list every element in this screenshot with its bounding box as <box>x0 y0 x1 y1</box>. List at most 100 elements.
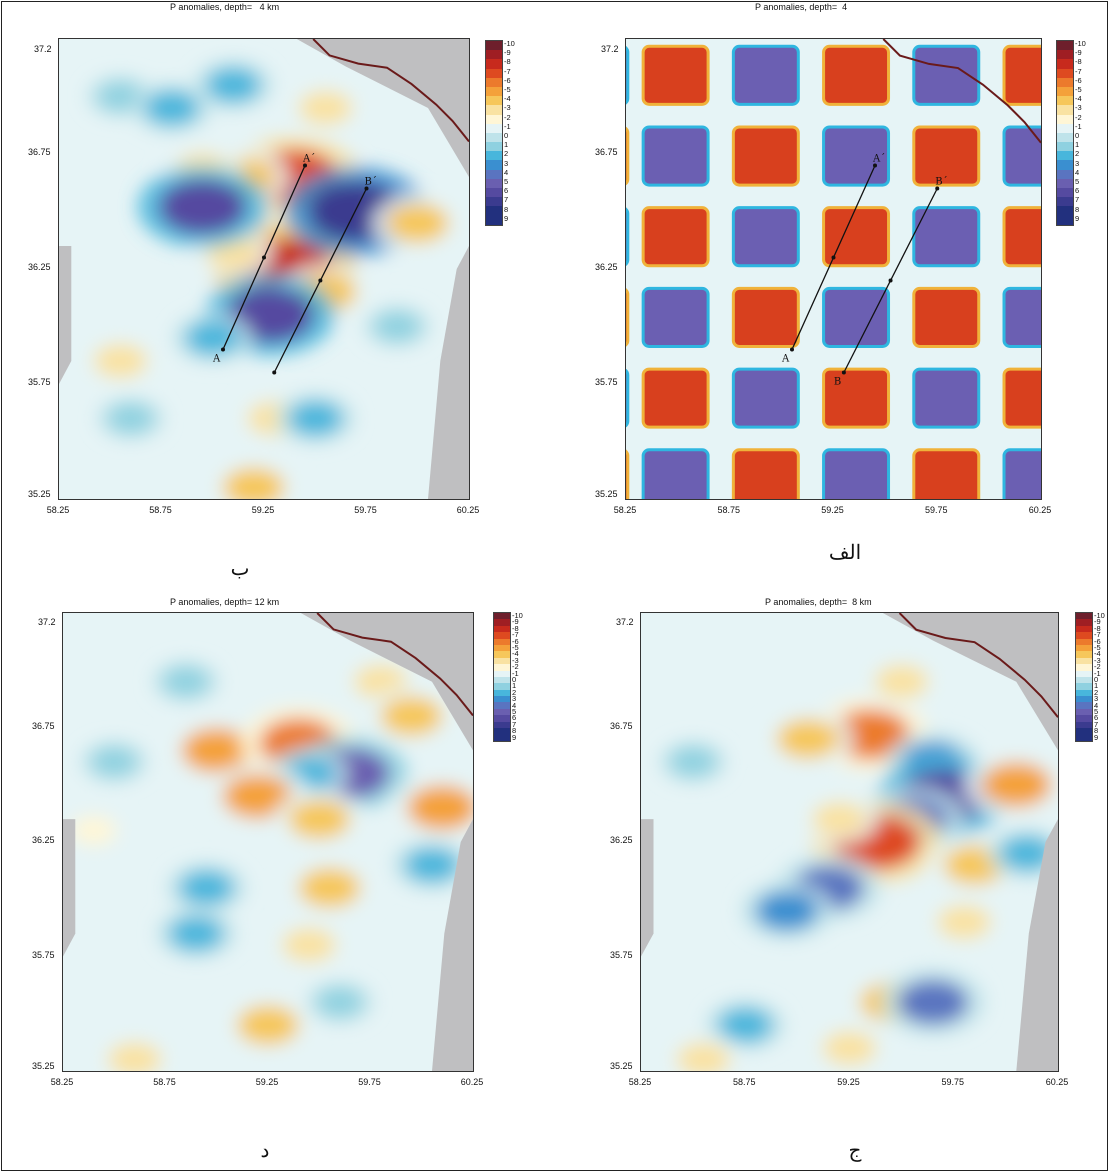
colorbar-tick-label: -7 <box>504 66 511 76</box>
colorbar-segment <box>1076 632 1092 639</box>
colorbar-tick-label: -9 <box>512 617 519 627</box>
colorbar-tick-label: 8 <box>504 204 509 214</box>
profile-point <box>364 186 369 191</box>
colorbar-tick-label: -6 <box>1094 636 1101 646</box>
colorbar-segment <box>486 132 502 143</box>
colorbar-tick-label: 0 <box>504 131 509 140</box>
chart-title: P anomalies, depth= 4 <box>755 2 848 12</box>
colorbar-tick-label: -2 <box>1094 662 1101 672</box>
profile-end-label: A´ <box>872 154 885 165</box>
anomaly-map <box>641 613 1058 1071</box>
anomaly-core <box>169 916 223 951</box>
x-tick-label: 58.75 <box>732 1077 756 1087</box>
anomaly-block-edge <box>626 207 630 266</box>
x-tick-label: 58.75 <box>717 505 741 515</box>
colorbar-segment <box>1057 160 1073 170</box>
colorbar-tick-label: 1 <box>504 140 509 150</box>
colorbar-tick-label: -4 <box>1094 649 1101 659</box>
colorbar-tick-label: 3 <box>504 158 509 168</box>
anomaly-core <box>756 891 818 931</box>
anomaly-block-negative <box>822 44 891 106</box>
panel-caption: الف <box>828 540 862 564</box>
y-tick-label: 36.25 <box>610 835 633 845</box>
colorbar-tick-label: 6 <box>1094 713 1099 723</box>
land-mask <box>296 39 469 177</box>
x-tick-label: 59.25 <box>255 1077 279 1087</box>
colorbar-segment <box>1076 676 1092 684</box>
colorbar <box>1056 40 1074 226</box>
colorbar-tick-label: 2 <box>512 687 517 697</box>
x-tick-label: 58.75 <box>153 1077 176 1087</box>
colorbar-segment <box>1076 683 1092 690</box>
x-tick-label: 59.75 <box>924 505 948 515</box>
land-mask <box>59 246 72 384</box>
colorbar-segment <box>494 721 510 729</box>
y-tick-label: 36.25 <box>595 262 618 272</box>
anomaly-block-positive <box>731 44 800 106</box>
anomaly-core <box>93 344 148 378</box>
anomaly-block-positive <box>912 206 981 268</box>
colorbar-tick-label: 4 <box>1075 167 1080 177</box>
colorbar-segment <box>486 178 502 188</box>
colorbar-tick-label: 1 <box>512 681 517 691</box>
colorbar-tick-label: 5 <box>512 707 517 716</box>
x-tick-label: 59.25 <box>821 505 844 515</box>
x-tick-label: 60.25 <box>460 1077 484 1087</box>
colorbar-segment <box>1076 613 1092 620</box>
colorbar <box>493 612 511 742</box>
anomaly-core <box>981 762 1052 807</box>
colorbar-tick-label: -1 <box>504 121 511 131</box>
x-tick-label: 59.75 <box>354 505 377 515</box>
colorbar-segment <box>1057 68 1073 78</box>
colorbar-segment <box>494 708 510 716</box>
colorbar-segment <box>1076 625 1092 633</box>
colorbar-tick-label: -8 <box>1075 57 1082 67</box>
panel-caption: د <box>260 1138 270 1162</box>
y-tick-label: 37.2 <box>601 43 619 54</box>
colorbar-tick-label: -5 <box>1094 643 1101 652</box>
colorbar-tick-label: -6 <box>504 75 511 85</box>
profile-start-label: A <box>212 354 221 365</box>
colorbar-tick-label: 4 <box>504 167 509 177</box>
anomaly-block-negative <box>641 44 710 106</box>
anomaly-core <box>159 179 246 235</box>
colorbar-segment <box>494 638 510 645</box>
y-tick-label: 37.2 <box>616 617 634 628</box>
profile-point <box>935 186 940 191</box>
anomaly-core <box>1000 836 1054 871</box>
colorbar-tick-label: -6 <box>1075 75 1082 85</box>
colorbar-tick-label: 9 <box>1075 213 1080 223</box>
colorbar-tick-label: -8 <box>504 57 511 67</box>
colorbar-segment <box>1076 715 1092 722</box>
colorbar-segment <box>486 188 502 198</box>
colorbar-segment <box>1057 206 1073 216</box>
colorbar-tick-label: -3 <box>504 103 511 113</box>
colorbar-tick-label: -10 <box>1075 39 1086 48</box>
colorbar-segment <box>1076 721 1092 729</box>
anomaly-block-negative <box>1002 206 1041 268</box>
colorbar-tick-label: 8 <box>512 726 517 736</box>
chart-title: P anomalies, depth= 8 km <box>765 597 872 607</box>
colorbar-segment <box>1057 188 1073 198</box>
colorbar-tick-label: 1 <box>1075 140 1080 150</box>
colorbar-segment <box>1076 619 1092 626</box>
panel-caption: ب <box>230 556 250 580</box>
colorbar-segment <box>1057 178 1073 188</box>
y-tick-label: 35.25 <box>610 1061 633 1071</box>
anomaly-core <box>108 404 154 433</box>
plot-area <box>62 612 474 1072</box>
colorbar-segment <box>486 59 502 69</box>
colorbar-tick-label: -7 <box>1075 66 1082 76</box>
anomaly-block-edge <box>626 126 630 186</box>
colorbar-tick-label: -8 <box>512 623 519 633</box>
colorbar-segment <box>494 657 510 665</box>
anomaly-block-positive <box>641 286 710 348</box>
anomaly-core <box>288 799 351 839</box>
anomaly-block-positive <box>912 367 981 429</box>
anomaly-block-edge <box>626 46 630 105</box>
y-tick-label: 35.25 <box>32 1061 55 1071</box>
anomaly-core <box>98 82 143 111</box>
colorbar-tick-label: 7 <box>512 719 517 729</box>
coastline <box>312 39 469 143</box>
anomaly-block-negative <box>912 125 981 187</box>
